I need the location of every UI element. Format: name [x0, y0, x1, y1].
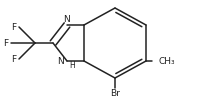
Text: N: N: [63, 15, 70, 24]
Text: F: F: [11, 22, 16, 32]
Text: Br: Br: [110, 89, 119, 97]
Text: H: H: [69, 61, 74, 71]
Text: N: N: [57, 56, 64, 66]
Text: CH₃: CH₃: [158, 56, 174, 66]
Text: F: F: [3, 38, 8, 48]
Text: F: F: [11, 54, 16, 64]
